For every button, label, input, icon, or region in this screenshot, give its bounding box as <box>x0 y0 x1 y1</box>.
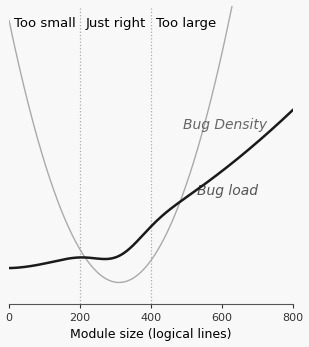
Text: Bug Density: Bug Density <box>183 118 267 132</box>
Text: Bug load: Bug load <box>197 184 258 197</box>
Text: Too small: Too small <box>14 17 75 31</box>
X-axis label: Module size (logical lines): Module size (logical lines) <box>70 329 232 341</box>
Text: Just right: Just right <box>85 17 146 31</box>
Text: Too large: Too large <box>156 17 217 31</box>
